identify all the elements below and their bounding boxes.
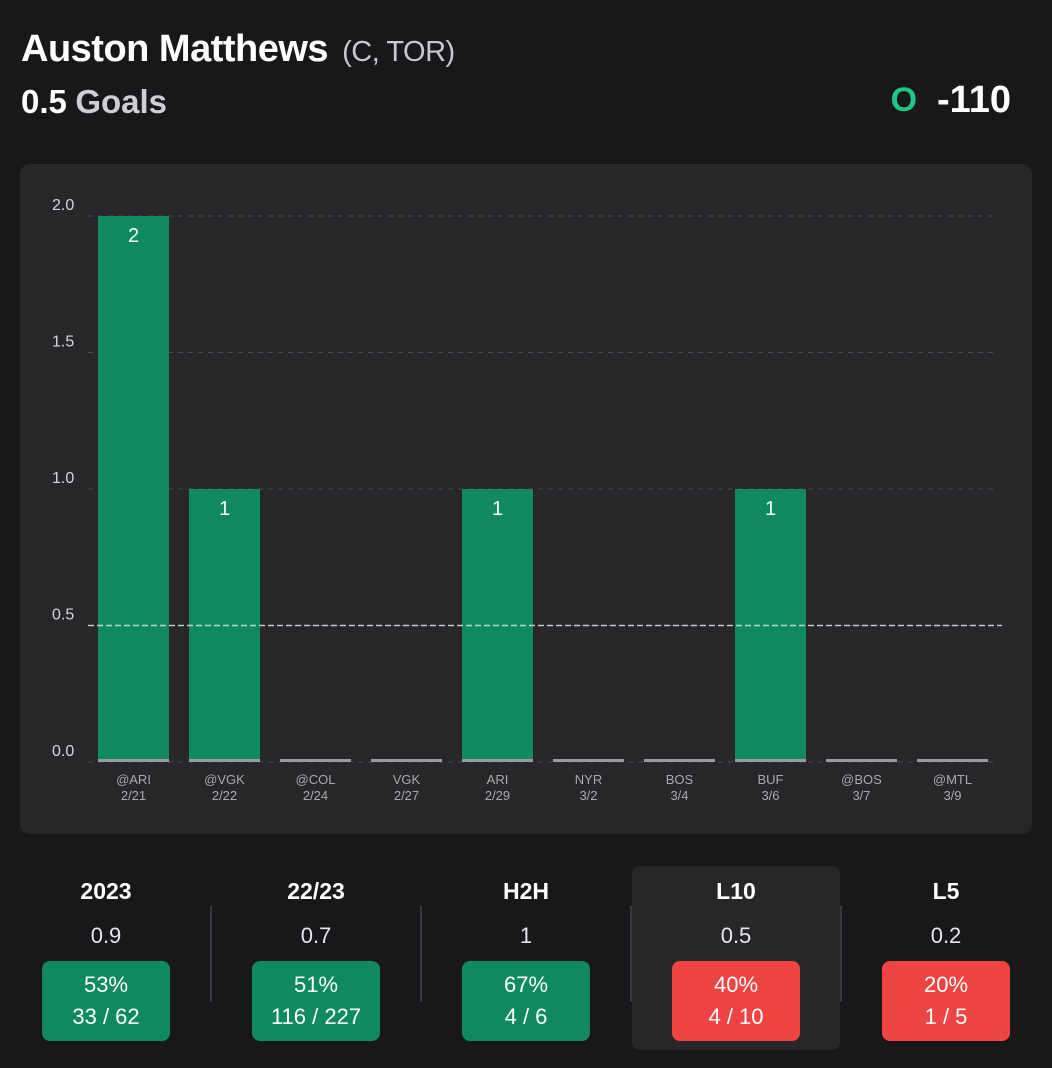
hit-rate-record: 4 / 10	[708, 1004, 764, 1029]
odds-display[interactable]: O -110	[891, 79, 1011, 122]
x-date-label: 3/2	[579, 788, 597, 803]
bar-baseline	[371, 759, 442, 762]
hit-rate-percent: 20%	[923, 972, 969, 997]
stat-split-22-23[interactable]: 22/23 0.7 51% 116 / 227	[212, 866, 420, 1050]
stat-split-title: L10	[716, 878, 756, 904]
x-date-label: 2/21	[121, 788, 146, 803]
column-divider	[420, 906, 422, 1002]
hit-rate-badge: 20% 1 / 5	[882, 961, 1010, 1041]
prop-header: Auston Matthews (C, TOR) 0.5 Goals O -11…	[21, 28, 1011, 123]
player-name: Auston Matthews	[21, 28, 329, 70]
x-date-label: 2/24	[303, 788, 328, 803]
prop-line-value: 0.5	[21, 83, 67, 120]
bar-baseline	[98, 759, 169, 762]
x-category-label: NYR	[575, 772, 602, 787]
x-category-label: @BOS	[841, 772, 882, 787]
x-category-label: VGK	[393, 772, 421, 787]
stat-split-title: 2023	[80, 878, 132, 904]
hit-rate-record: 4 / 6	[504, 1004, 548, 1029]
x-category-label: @ARI	[116, 772, 151, 787]
hit-rate-badge: 53% 33 / 62	[42, 961, 170, 1041]
column-divider	[630, 906, 632, 1002]
bar-baseline	[644, 759, 715, 762]
y-tick-label: 0.5	[52, 607, 74, 624]
game-log-chart: 0.0 0.5 1.0 1.5 2.0 2 @ARI 2/21 1 @VGK 2/22 @COL 2/2…	[20, 164, 1032, 834]
prop-stat-type: Goals	[75, 83, 168, 120]
stat-split-average: 1	[519, 923, 533, 948]
x-date-label: 3/9	[943, 788, 961, 803]
hit-rate-percent: 53%	[83, 972, 129, 997]
player-title: Auston Matthews (C, TOR)	[21, 28, 1011, 71]
y-tick-label: 1.0	[52, 470, 74, 487]
hit-rate-record: 33 / 62	[72, 1004, 140, 1029]
stat-split-title: H2H	[502, 878, 549, 904]
bar	[98, 216, 169, 762]
stat-split-l10[interactable]: L10 0.5 40% 4 / 10	[632, 866, 840, 1050]
bar-baseline	[189, 759, 260, 762]
hit-rate-record: 116 / 227	[270, 1004, 362, 1029]
x-category-label: @MTL	[933, 772, 972, 787]
bar-value-label: 2	[128, 225, 139, 247]
y-tick-label: 2.0	[52, 197, 74, 214]
x-category-label: BOS	[666, 772, 694, 787]
y-tick-label: 1.5	[52, 334, 74, 351]
column-divider	[210, 906, 212, 1002]
column-divider	[840, 906, 842, 1002]
stat-split-2023[interactable]: 2023 0.9 53% 33 / 62	[2, 866, 210, 1050]
bar-value-label: 1	[765, 498, 776, 520]
odds-price: -110	[937, 79, 1011, 121]
bar-chart-svg: 0.00.51.01.52.02@ARI2/211@VGK2/22@COL2/2…	[52, 197, 1002, 803]
x-category-label: @VGK	[204, 772, 245, 787]
x-date-label: 3/6	[761, 788, 779, 803]
bar-value-label: 1	[492, 498, 503, 520]
hit-rate-percent: 51%	[293, 972, 339, 997]
bar-baseline	[917, 759, 988, 762]
player-info: (C, TOR)	[342, 36, 455, 68]
x-date-label: 3/4	[670, 788, 688, 803]
prop-line: 0.5 Goals O -110	[21, 79, 1011, 123]
bar-baseline	[280, 759, 351, 762]
x-date-label: 3/7	[852, 788, 870, 803]
stats-row: 2023 0.9 53% 33 / 62 22/23 0.7 51% 116 / 227 H2H…	[0, 866, 1052, 1052]
hit-rate-badge: 51% 116 / 227	[252, 961, 380, 1041]
hit-rate-badge: 67% 4 / 6	[462, 961, 590, 1041]
hit-rate-percent: 67%	[503, 972, 549, 997]
x-category-label: ARI	[487, 772, 509, 787]
x-date-label: 2/27	[394, 788, 419, 803]
stat-split-title: L5	[932, 878, 960, 904]
hit-rate-record: 1 / 5	[924, 1004, 968, 1029]
x-category-label: BUF	[758, 772, 784, 787]
stat-split-average: 0.5	[720, 923, 752, 948]
bar-value-label: 1	[219, 498, 230, 520]
bar-baseline	[826, 759, 897, 762]
hit-rate-percent: 40%	[713, 972, 759, 997]
stat-split-l5[interactable]: L5 0.2 20% 1 / 5	[842, 866, 1050, 1050]
x-date-label: 2/29	[485, 788, 510, 803]
bar-baseline	[462, 759, 533, 762]
stat-split-average: 0.9	[90, 923, 122, 948]
x-category-label: @COL	[296, 772, 336, 787]
y-tick-label: 0.0	[52, 743, 74, 760]
stat-split-average: 0.7	[300, 923, 332, 948]
hit-rate-badge: 40% 4 / 10	[672, 961, 800, 1041]
over-indicator: O	[890, 81, 918, 119]
bar-baseline	[735, 759, 806, 762]
bar-baseline	[553, 759, 624, 762]
stat-split-average: 0.2	[930, 923, 962, 948]
stat-split-title: 22/23	[287, 878, 345, 904]
x-date-label: 2/22	[212, 788, 237, 803]
stat-split-h2h[interactable]: H2H 1 67% 4 / 6	[422, 866, 630, 1050]
